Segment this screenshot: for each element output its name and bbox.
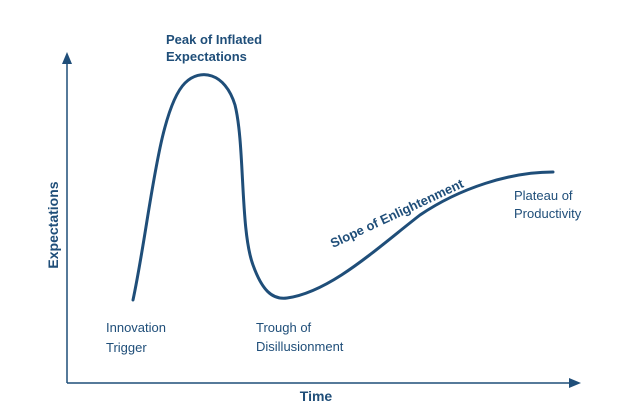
x-axis-title: Time [300, 388, 333, 404]
plateau-label: Plateau of Productivity [514, 188, 582, 221]
y-axis-arrow [62, 52, 72, 64]
peak-line-1: Peak of Inflated [166, 32, 262, 47]
peak-label: Peak of Inflated Expectations [166, 32, 266, 64]
innovation-trigger-line-2: Trigger [106, 340, 147, 355]
innovation-trigger-label: Innovation Trigger [106, 320, 170, 355]
y-axis-title: Expectations [45, 181, 61, 268]
innovation-trigger-line-1: Innovation [106, 320, 166, 335]
trough-label: Trough of Disillusionment [256, 320, 344, 354]
peak-line-2: Expectations [166, 49, 247, 64]
x-axis-arrow [569, 378, 581, 388]
slope-label: Slope of Enlightenment [328, 175, 467, 250]
plateau-line-2: Productivity [514, 206, 582, 221]
plateau-line-1: Plateau of [514, 188, 573, 203]
axes [62, 52, 581, 388]
hype-cycle-curve [131, 73, 555, 302]
trough-line-2: Disillusionment [256, 339, 344, 354]
trough-line-1: Trough of [256, 320, 312, 335]
